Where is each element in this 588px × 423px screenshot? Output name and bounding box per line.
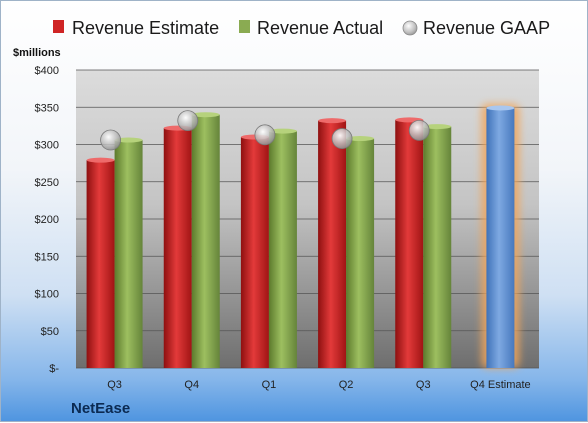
y-tick-label: $100 xyxy=(35,289,59,301)
bar-revenue-actual xyxy=(114,140,143,368)
brand-label: NetEase xyxy=(71,400,130,417)
y-tick-label: $150 xyxy=(35,251,59,263)
legend-item-revenue-estimate: Revenue Estimate xyxy=(53,18,219,38)
x-axis: Q3 Q4 Q1 Q2 Q3 Q4 Estimate xyxy=(107,379,530,391)
bar-revenue-actual xyxy=(346,138,375,368)
grid-lines xyxy=(76,69,539,369)
bar-top xyxy=(268,128,297,134)
bar-revenue-actual xyxy=(268,131,297,368)
bar-revenue-estimate xyxy=(163,128,192,368)
y-tick-label: $300 xyxy=(35,140,59,152)
y-unit-label: $millions xyxy=(13,47,61,59)
bar-top xyxy=(318,118,347,124)
bar-top xyxy=(486,105,515,111)
gaap-marker xyxy=(100,129,121,151)
legend-swatch-gaap xyxy=(402,20,418,36)
legend-item-revenue-actual: Revenue Actual xyxy=(239,18,383,38)
legend-label-revenue-actual: Revenue Actual xyxy=(257,18,383,38)
x-tick-label: Q3 xyxy=(107,379,122,391)
gaap-marker xyxy=(177,110,199,132)
bar-revenue-estimate xyxy=(240,137,269,368)
legend-label-revenue-estimate: Revenue Estimate xyxy=(72,18,219,38)
bar-revenue-estimate xyxy=(318,120,347,368)
legend-swatch-green xyxy=(239,20,250,33)
bar-top xyxy=(191,112,220,118)
y-tick-label: $- xyxy=(49,363,59,375)
bar-revenue-actual xyxy=(191,114,220,368)
bar-revenue-estimate xyxy=(86,160,115,368)
bar-top xyxy=(86,157,115,163)
gaap-marker xyxy=(254,124,276,146)
bars xyxy=(86,103,520,369)
legend: Revenue Estimate Revenue Actual Revenue … xyxy=(53,18,550,38)
bar-revenue-estimate xyxy=(395,119,424,368)
x-tick-label: Q2 xyxy=(339,379,354,391)
bar-top xyxy=(114,137,143,143)
x-tick-label: Q3 xyxy=(416,379,431,391)
gaap-marker xyxy=(408,119,430,141)
legend-item-revenue-gaap: Revenue GAAP xyxy=(402,18,550,38)
bar-top xyxy=(346,136,375,142)
y-tick-label: $350 xyxy=(35,102,59,114)
y-tick-label: $250 xyxy=(35,177,59,189)
y-tick-label: $50 xyxy=(41,326,59,338)
y-axis: $- $50 $100 $150 $200 $250 $300 $350 $400 xyxy=(35,65,60,375)
x-tick-label: Q4 xyxy=(184,379,199,391)
y-tick-label: $400 xyxy=(35,65,59,77)
x-tick-label: Q4 Estimate xyxy=(470,379,531,391)
y-tick-label: $200 xyxy=(35,214,59,226)
legend-swatch-red xyxy=(53,20,64,33)
legend-label-revenue-gaap: Revenue GAAP xyxy=(423,18,550,38)
bar-revenue-actual xyxy=(423,126,452,369)
gaap-marker xyxy=(331,128,353,149)
bar-q4-estimate xyxy=(486,107,515,369)
bar-top xyxy=(423,124,452,130)
x-tick-label: Q1 xyxy=(262,379,277,391)
gaap-markers xyxy=(100,110,430,151)
